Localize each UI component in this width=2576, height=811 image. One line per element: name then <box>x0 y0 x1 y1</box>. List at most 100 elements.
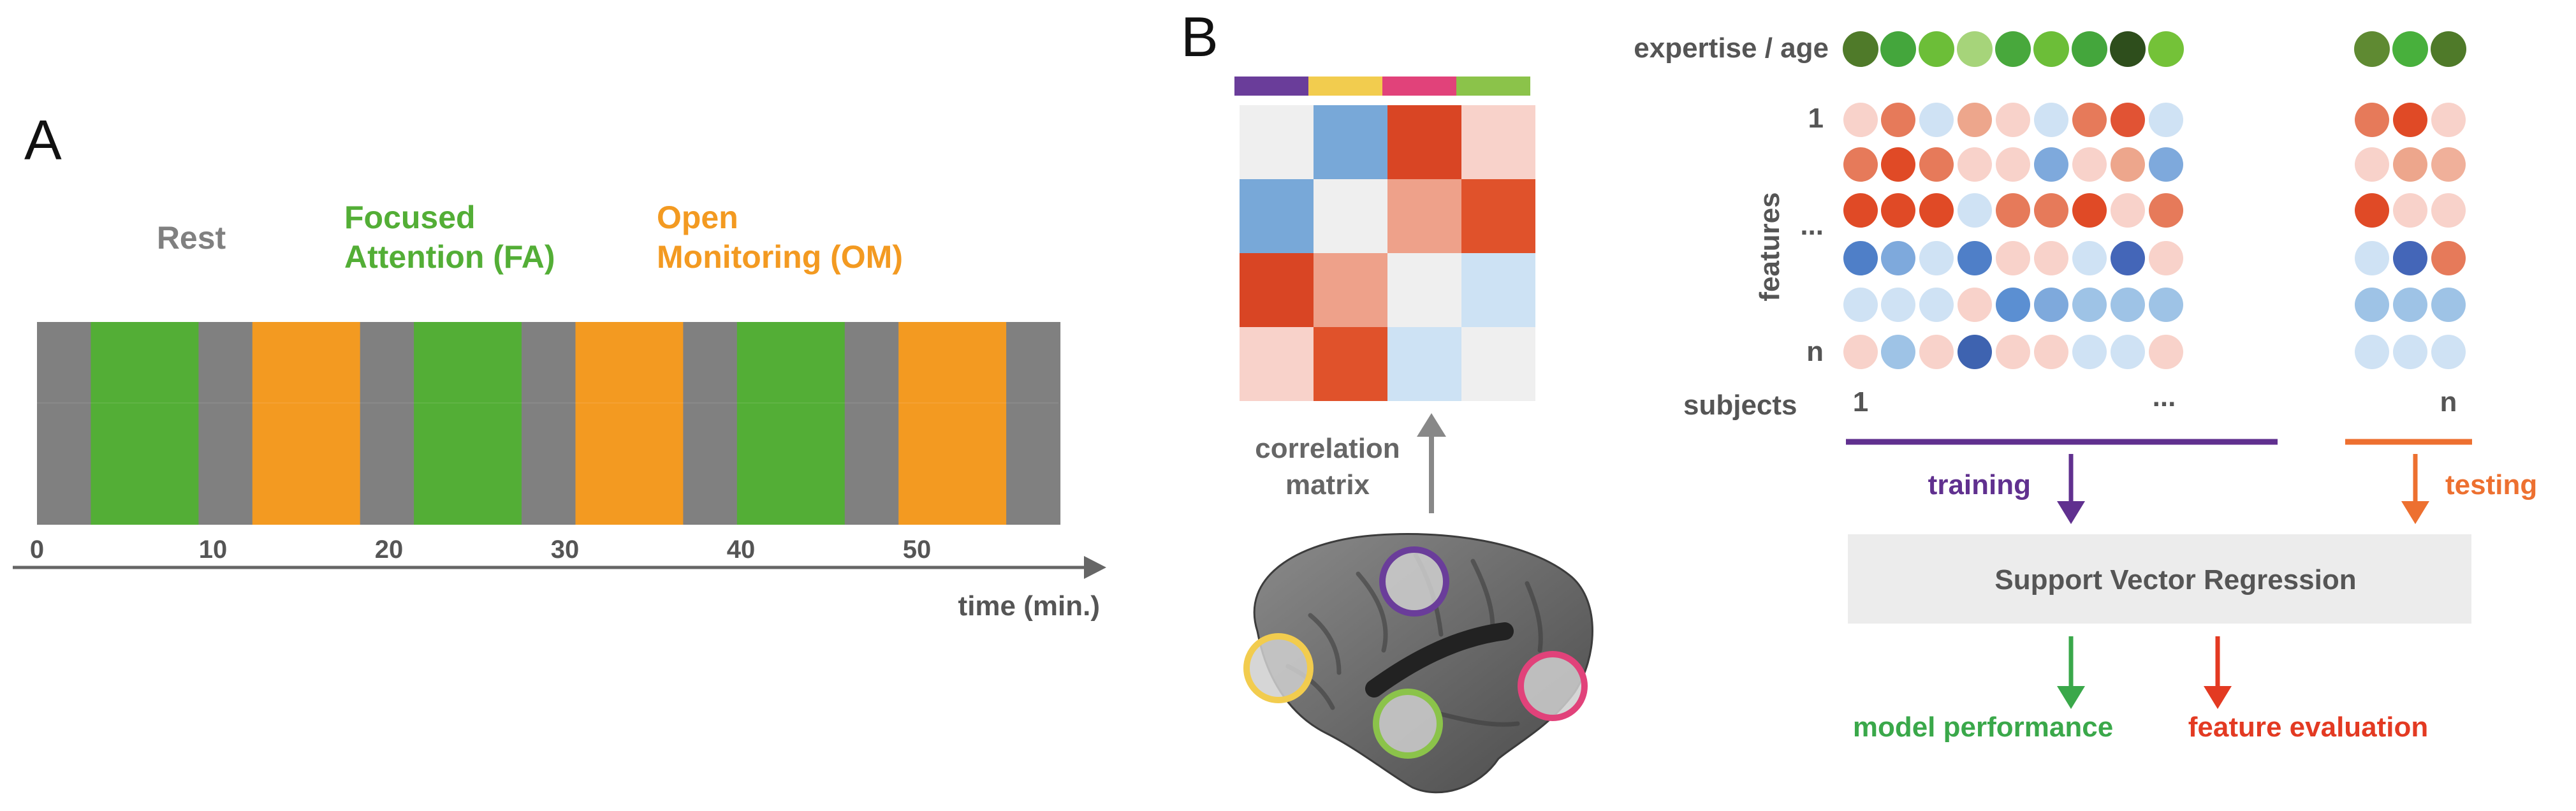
feature-dot-train-r2-c1 <box>1843 147 1878 182</box>
feature-dot-test-r2-c1 <box>2355 147 2389 182</box>
feature-dot-test-r1-c2 <box>2393 103 2427 137</box>
timeline-segment-om-4 <box>252 322 361 525</box>
feature-dot-train-r5-c1 <box>1843 288 1878 322</box>
feature-dot-train-r2-c3 <box>1919 147 1954 182</box>
matrix-cell-r3-c1 <box>1240 253 1314 327</box>
subjects-label: subjects <box>1683 390 1797 421</box>
feature-dot-test-r1-c3 <box>2431 103 2466 137</box>
matrix-cell-r1-c4 <box>1461 105 1535 179</box>
feature-dot-train-r6-c8 <box>2111 335 2145 369</box>
feature-dot-train-r1-c5 <box>1996 103 2030 137</box>
time-tick-0: 0 <box>30 536 44 564</box>
svr-label: Support Vector Regression <box>1994 564 2356 595</box>
feature-dot-train-r2-c4 <box>1958 147 1992 182</box>
feature-dot-train-r6-c5 <box>1996 335 2030 369</box>
feature-dot-train-r2-c8 <box>2111 147 2145 182</box>
timeline-bar <box>37 322 1061 525</box>
matrix-top-bar-4 <box>1456 77 1530 96</box>
correlation-label-line2: matrix <box>1285 469 1370 500</box>
feature-dot-train-r5-c7 <box>2072 288 2107 322</box>
feature-dot-train-r3-c6 <box>2034 193 2068 228</box>
training-arrowhead <box>2057 501 2085 524</box>
feature-dot-train-r5-c4 <box>1958 288 1992 322</box>
expertise-label: expertise / age <box>1634 33 1829 64</box>
roi-pink-marker <box>1518 651 1588 721</box>
matrix-cell-r2-c2 <box>1314 179 1387 253</box>
feature-dot-test-r6-c2 <box>2393 335 2427 369</box>
expertise-dot-test-3 <box>2431 31 2466 67</box>
matrix-cell-r3-c2 <box>1314 253 1387 327</box>
feature-dot-train-r2-c9 <box>2149 147 2183 182</box>
feature-dot-train-r3-c7 <box>2072 193 2107 228</box>
feature-dot-train-r4-c2 <box>1881 241 1915 275</box>
expertise-dot-train-3 <box>1919 31 1954 67</box>
correlation-matrix <box>1234 77 1535 401</box>
panel-a: A Rest Focused Attention (FA) Open Monit… <box>13 108 1106 622</box>
timeline-segment-fa-2 <box>91 322 199 525</box>
feature-dot-train-r4-c5 <box>1996 241 2030 275</box>
feature-dot-train-r1-c3 <box>1919 103 1954 137</box>
feature-dot-test-r3-c2 <box>2393 193 2427 228</box>
feature-dot-test-r4-c2 <box>2393 241 2427 275</box>
feature-dot-train-r5-c6 <box>2034 288 2068 322</box>
expertise-dot-train-6 <box>2033 31 2069 67</box>
features-axis-label: features <box>1754 192 1785 301</box>
matrix-cell-r4-c2 <box>1314 327 1387 401</box>
feature-dot-train-r3-c8 <box>2111 193 2145 228</box>
feature-dot-train-r4-c7 <box>2072 241 2107 275</box>
feature-dot-train-r4-c8 <box>2111 241 2145 275</box>
legend-om-line1: Open <box>657 200 738 235</box>
feature-matrix <box>1843 103 2466 369</box>
feature-dot-train-r3-c4 <box>1958 193 1992 228</box>
feature-dot-test-r5-c1 <box>2355 288 2389 322</box>
feature-dot-test-r5-c3 <box>2431 288 2466 322</box>
feature-last-label: n <box>1806 336 1824 367</box>
feature-dot-train-r2-c2 <box>1881 147 1915 182</box>
time-tick-40: 40 <box>727 536 756 564</box>
feature-dot-test-r1-c1 <box>2355 103 2389 137</box>
feature-dot-train-r4-c9 <box>2149 241 2183 275</box>
panel-a-letter: A <box>24 108 62 172</box>
feature-dot-train-r1-c1 <box>1843 103 1878 137</box>
matrix-cell-r1-c1 <box>1240 105 1314 179</box>
feature-evaluation-label: feature evaluation <box>2188 712 2429 743</box>
roi-yellow-marker <box>1243 633 1314 703</box>
feature-dot-train-r6-c9 <box>2149 335 2183 369</box>
timeline-segment-rest-7 <box>522 322 576 525</box>
feature-dot-train-r1-c2 <box>1881 103 1915 137</box>
panel-b-letter: B <box>1181 5 1218 68</box>
brain-image <box>1243 533 1593 794</box>
feature-dot-train-r2-c6 <box>2034 147 2068 182</box>
time-tick-10: 10 <box>199 536 228 564</box>
feature-eval-arrowhead <box>2204 686 2232 709</box>
time-ticks: 0 10 20 30 40 50 <box>30 536 931 564</box>
feature-dot-train-r4-c6 <box>2034 241 2068 275</box>
feature-dot-test-r2-c2 <box>2393 147 2427 182</box>
brain-sulci <box>1285 552 1543 727</box>
feature-dot-train-r4-c4 <box>1958 241 1992 275</box>
feature-first-label: 1 <box>1808 103 1824 134</box>
feature-dot-train-r4-c1 <box>1843 241 1878 275</box>
expertise-dot-train-4 <box>1957 31 1993 67</box>
timeline-segment-rest-3 <box>198 322 253 525</box>
expertise-dot-train-8 <box>2110 31 2146 67</box>
feature-dot-train-r3-c1 <box>1843 193 1878 228</box>
feature-dots-label: ... <box>1800 210 1824 241</box>
timeline-segment-rest-5 <box>360 322 414 525</box>
matrix-cell-r2-c3 <box>1387 179 1461 253</box>
timeline-segment-rest-11 <box>844 322 899 525</box>
feature-dot-train-r1-c7 <box>2072 103 2107 137</box>
timeline-segment-rest-1 <box>37 322 91 525</box>
matrix-cell-r4-c3 <box>1387 327 1461 401</box>
feature-dot-train-r1-c9 <box>2149 103 2183 137</box>
matrix-cell-r1-c2 <box>1314 105 1387 179</box>
feature-dot-test-r4-c3 <box>2431 241 2466 275</box>
feature-dot-train-r4-c3 <box>1919 241 1954 275</box>
expertise-dot-test-2 <box>2392 31 2428 67</box>
roi-green-marker <box>1373 689 1443 759</box>
model-arrowhead <box>2057 686 2085 709</box>
feature-dot-test-r3-c3 <box>2431 193 2466 228</box>
timeline-segment-rest-13 <box>1006 322 1061 525</box>
expertise-dot-train-7 <box>2072 31 2107 67</box>
feature-dot-train-r6-c1 <box>1843 335 1878 369</box>
